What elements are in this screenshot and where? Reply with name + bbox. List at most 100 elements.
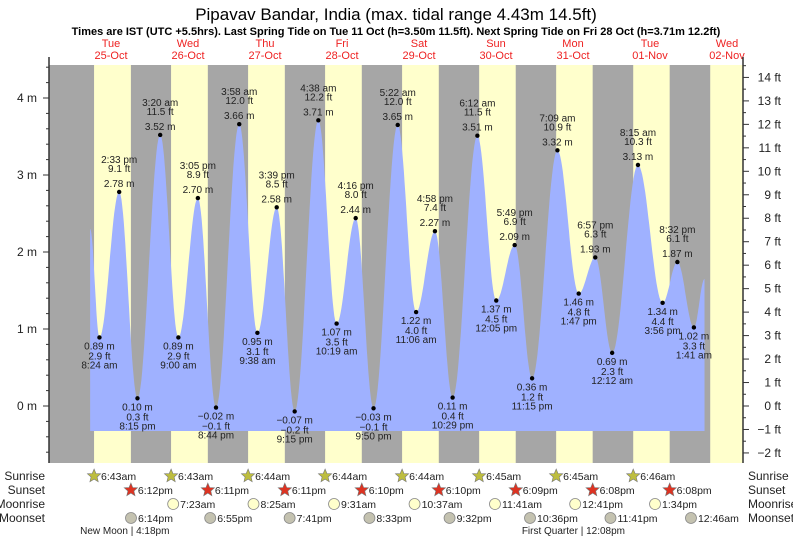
tide-point-low [135,396,140,401]
right-axis-feet: 14 ft 13 ft 12 ft 11 ft 10 ft 9 ft 8 ft 7 ft 6 f… [742,57,782,463]
daylight-band [710,65,743,463]
tide-time: 3:39 pm [259,170,295,181]
row-label-sunset-right: Sunset [748,483,786,497]
tide-height-m: 2.78 m [104,179,135,190]
tide-height-ft: 6.9 ft [504,217,526,228]
tide-point-low [413,309,419,315]
moonset-icon [443,512,456,524]
right-axis-label: 9 ft [764,188,781,202]
right-axis-label: 2 ft [764,352,781,366]
tide-height-m: 0.89 m [84,341,115,352]
right-axis-label: 0 ft [764,399,781,413]
moonset-time: 6:14pm [138,513,173,525]
tide-time: 10:29 pm [432,421,474,432]
tide-time: 6:57 pm [577,220,613,231]
tide-height-m: 2.44 m [340,205,371,216]
sunset-icon [123,482,139,497]
sunrise-time: 6:43am [101,471,136,483]
tide-point-low [450,395,455,400]
tide-height-ft: 2.9 ft [88,351,110,362]
tide-height-ft: 12.0 ft [384,97,412,108]
tide-time: 2:33 pm [101,155,137,166]
tide-point-high [675,259,680,265]
sunset-time: 6:11pm [292,485,326,497]
tide-height-m: 3.32 m [542,137,573,148]
tide-height-m: 3.66 m [224,111,255,122]
tide-time: 4:58 pm [417,194,453,205]
moonset-icon [204,512,217,524]
tide-height-m: 3.65 m [382,112,413,123]
tide-point-low [529,376,535,381]
moonset-time: 7:41pm [297,513,332,525]
tide-label-high: 2:33 pm9.1 ft 2.78 m [101,155,137,190]
tide-point-low [334,321,339,326]
sunset-time: 6:10pm [369,485,404,497]
right-axis-label: −2 ft [757,446,781,460]
tide-height-ft: 10.9 ft [544,122,572,133]
moonset-icon [524,512,536,524]
moonset-icon [283,512,296,524]
right-axis-label: 3 ft [764,329,781,343]
tide-height-ft: 2.3 ft [601,367,623,378]
tide-time: 3:58 am [221,87,257,98]
sunrise-icon [317,468,333,483]
tide-height-ft: 6.3 ft [584,229,606,240]
tide-height-m: 3.71 m [303,107,334,118]
tide-time: 8:15 pm [119,421,155,432]
day-label-date: 26-Oct [171,50,204,62]
tide-label-low: −0.02 m−0.1 ft8:44 pm [198,412,234,442]
tide-height-ft: 11.5 ft [147,107,174,118]
tide-label-high: 6:57 pm6.3 ft 1.93 m [577,220,613,255]
sunrise-icon [394,468,410,483]
left-axis-label: 4 m [17,91,37,105]
moonrise-time: 8:25am [261,499,296,511]
tide-label-high: 8:32 pm6.1 ft 1.87 m [659,225,695,260]
sunrise-icon [86,468,102,483]
tide-height-m: 3.52 m [145,122,176,133]
tide-height-ft: 0.3 ft [126,412,148,423]
tide-height-m: 3.51 m [462,123,493,134]
moonrise-icon [328,498,340,510]
sunrise-time: 6:44am [409,471,444,483]
tide-point-low [494,298,499,303]
moonrise-icon [649,498,661,510]
tide-height-m: 0.36 m [517,382,548,393]
tide-time: 9:00 am [160,360,196,371]
tide-time: 8:44 pm [198,431,234,442]
tide-label-low: −0.07 m−0.2 ft9:15 pm [276,415,312,445]
moonset-icon [685,512,697,524]
left-axis-label: 0 m [17,399,37,413]
tide-point-low [255,330,260,336]
tide-time: 3:05 pm [180,161,216,172]
tide-height-ft: 10.3 ft [624,137,652,148]
tide-height-m: 1.46 m [563,298,594,309]
tide-label-high: 4:58 pm7.4 ft 2.27 m [417,194,453,229]
tide-point-low [176,335,181,340]
sunrise-icon [471,468,487,483]
moonset-icon [125,512,137,524]
moonrise-time: 9:31am [341,499,376,511]
tide-height-ft: 8.9 ft [187,170,209,181]
row-label-moonset: Moonset [0,511,46,525]
sunrise-time: 6:45am [563,471,598,483]
tide-point-high [237,121,242,127]
sunset-time: 6:08pm [677,485,712,497]
tide-height-ft: 12.0 ft [225,96,253,107]
tide-height-m: 2.58 m [261,194,292,205]
moonrise-icon [247,498,260,510]
tide-point-high [475,133,480,138]
row-label-sunrise: Sunrise [4,469,45,483]
tide-time: 5:49 pm [497,208,533,219]
tide-point-low [691,325,697,330]
tide-height-ft: 12.2 ft [304,92,332,103]
right-axis-label: 1 ft [764,376,781,390]
